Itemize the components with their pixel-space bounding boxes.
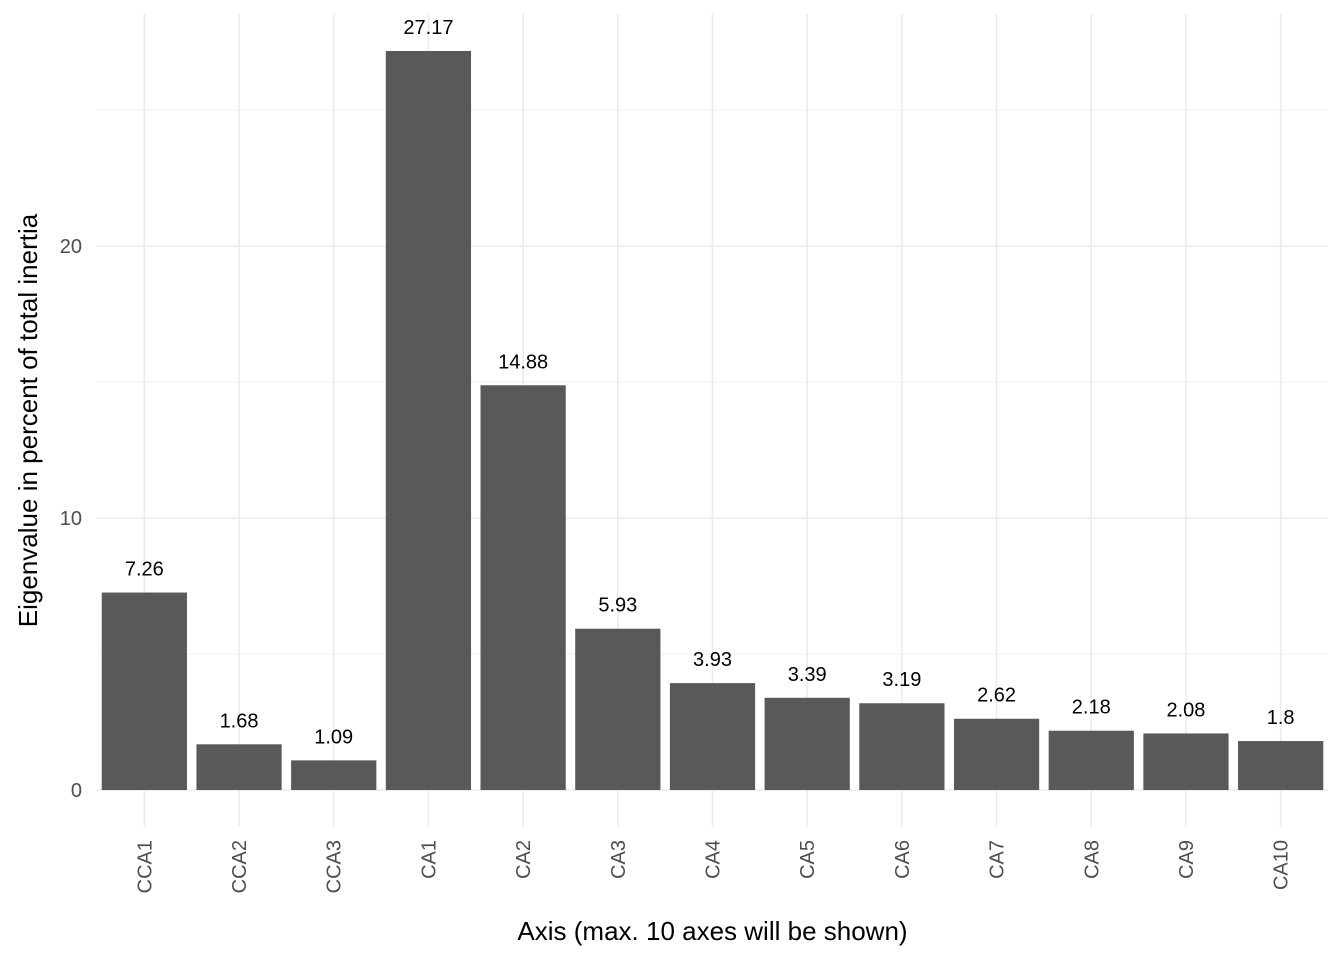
data-label-ca6: 3.19 (882, 669, 921, 691)
x-tick-label-cca1: CCA1 (134, 840, 156, 893)
x-tick-label-ca9: CA9 (1176, 840, 1198, 879)
data-label-ca3: 5.93 (598, 595, 637, 617)
bar-cca3 (291, 760, 377, 791)
x-tick-label-ca8: CA8 (1081, 840, 1103, 879)
bar-ca9 (1143, 733, 1229, 791)
x-tick-label-cca3: CCA3 (324, 840, 346, 893)
data-label-ca4: 3.93 (693, 649, 732, 671)
x-tick-label-ca4: CA4 (703, 840, 725, 879)
data-label-ca2: 14.88 (498, 351, 548, 373)
y-axis-title: Eigenvalue in percent of total inertia (13, 213, 43, 627)
y-axis-ticks: 0 10 20 (60, 236, 82, 802)
bar-ca3 (575, 628, 661, 791)
y-tick-label: 20 (60, 236, 82, 258)
x-tick-label-ca7: CA7 (987, 840, 1009, 879)
x-axis-title: Axis (max. 10 axes will be shown) (517, 916, 907, 946)
bar-cca1 (101, 592, 187, 791)
data-label-cca3: 1.09 (314, 726, 353, 748)
data-label-ca1: 27.17 (403, 17, 453, 39)
x-axis-ticks: CCA1 CCA2 CCA3 CA1 CA2 CA3 CA4 CA5 CA6 CA7 CA8 CA9 C… (134, 840, 1292, 893)
x-tick-label-ca1: CA1 (418, 840, 440, 879)
data-label-ca7: 2.62 (977, 685, 1016, 707)
x-tick-label-ca3: CA3 (608, 840, 630, 879)
x-tick-label-ca5: CA5 (797, 840, 819, 879)
y-tick-label: 10 (60, 508, 82, 530)
bar-ca6 (859, 703, 945, 791)
bar-ca8 (1048, 730, 1134, 791)
data-labels: 7.26 1.68 1.09 27.17 14.88 5.93 3.93 3.39 3.19 2.… (125, 17, 1295, 748)
data-label-ca5: 3.39 (788, 664, 827, 686)
data-label-ca10: 1.8 (1267, 707, 1295, 729)
x-tick-label-ca10: CA10 (1271, 840, 1293, 890)
bar-ca10 (1238, 741, 1324, 791)
data-label-ca8: 2.18 (1072, 697, 1111, 719)
bar-ca4 (669, 683, 756, 791)
y-tick-label: 0 (71, 780, 82, 802)
bar-ca1 (385, 50, 472, 791)
x-tick-label-ca6: CA6 (892, 840, 914, 879)
data-label-cca1: 7.26 (125, 559, 164, 581)
bars (101, 50, 1324, 791)
data-label-ca9: 2.08 (1166, 699, 1205, 721)
x-tick-label-ca2: CA2 (513, 840, 535, 879)
bar-cca2 (196, 744, 282, 791)
data-label-cca2: 1.68 (220, 710, 259, 732)
x-tick-label-cca2: CCA2 (229, 840, 251, 893)
bar-ca7 (953, 718, 1040, 791)
bar-ca5 (764, 697, 850, 791)
bar-ca2 (480, 385, 566, 791)
